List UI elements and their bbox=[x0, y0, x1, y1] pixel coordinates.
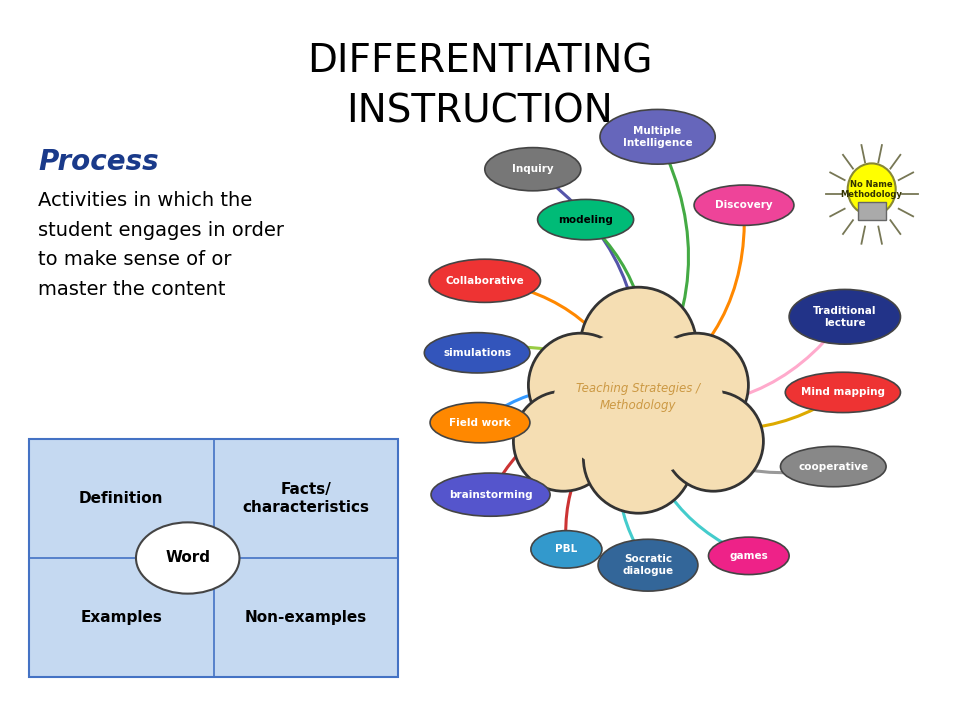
Ellipse shape bbox=[136, 523, 239, 593]
Text: Mind mapping: Mind mapping bbox=[801, 387, 885, 397]
Text: Facts/
characteristics: Facts/ characteristics bbox=[243, 482, 370, 516]
Text: DIFFERENTIATING: DIFFERENTIATING bbox=[307, 42, 653, 80]
Ellipse shape bbox=[538, 199, 634, 240]
Text: Examples: Examples bbox=[81, 610, 162, 625]
Ellipse shape bbox=[429, 259, 540, 302]
Circle shape bbox=[663, 391, 763, 491]
Text: cooperative: cooperative bbox=[798, 462, 869, 472]
Text: Inquiry: Inquiry bbox=[512, 164, 554, 174]
Circle shape bbox=[584, 403, 693, 513]
Ellipse shape bbox=[785, 372, 900, 413]
Ellipse shape bbox=[430, 402, 530, 443]
Text: games: games bbox=[730, 551, 768, 561]
Text: Activities in which the
student engages in order
to make sense of or
master the : Activities in which the student engages … bbox=[38, 191, 284, 299]
Ellipse shape bbox=[424, 333, 530, 373]
Ellipse shape bbox=[431, 473, 550, 516]
Ellipse shape bbox=[485, 148, 581, 191]
Text: Word: Word bbox=[165, 551, 210, 565]
Text: brainstorming: brainstorming bbox=[448, 490, 533, 500]
Text: No Name
Methodology: No Name Methodology bbox=[841, 180, 902, 199]
Text: Multiple
Intelligence: Multiple Intelligence bbox=[623, 126, 692, 148]
Ellipse shape bbox=[708, 537, 789, 575]
Text: modeling: modeling bbox=[558, 215, 613, 225]
Text: Field work: Field work bbox=[449, 418, 511, 428]
Circle shape bbox=[581, 287, 696, 403]
Circle shape bbox=[644, 333, 749, 437]
Text: Process: Process bbox=[38, 148, 159, 176]
Text: Traditional
lecture: Traditional lecture bbox=[813, 306, 876, 328]
FancyBboxPatch shape bbox=[857, 202, 886, 220]
Circle shape bbox=[528, 333, 633, 437]
Ellipse shape bbox=[848, 163, 896, 215]
Text: Definition: Definition bbox=[79, 491, 163, 506]
Circle shape bbox=[514, 391, 613, 491]
Ellipse shape bbox=[789, 289, 900, 344]
Ellipse shape bbox=[598, 539, 698, 591]
Text: Non-examples: Non-examples bbox=[245, 610, 367, 625]
Ellipse shape bbox=[531, 531, 602, 568]
Text: Collaborative: Collaborative bbox=[445, 276, 524, 286]
Ellipse shape bbox=[553, 330, 724, 476]
FancyBboxPatch shape bbox=[29, 439, 398, 677]
Text: Socratic
dialogue: Socratic dialogue bbox=[622, 554, 674, 576]
Text: simulations: simulations bbox=[444, 348, 511, 358]
Text: PBL: PBL bbox=[555, 544, 578, 554]
Ellipse shape bbox=[780, 446, 886, 487]
Ellipse shape bbox=[600, 109, 715, 164]
Text: INSTRUCTION: INSTRUCTION bbox=[347, 93, 613, 130]
Text: Teaching Strategies /
Methodology: Teaching Strategies / Methodology bbox=[576, 382, 701, 412]
Text: Discovery: Discovery bbox=[715, 200, 773, 210]
Ellipse shape bbox=[694, 185, 794, 225]
